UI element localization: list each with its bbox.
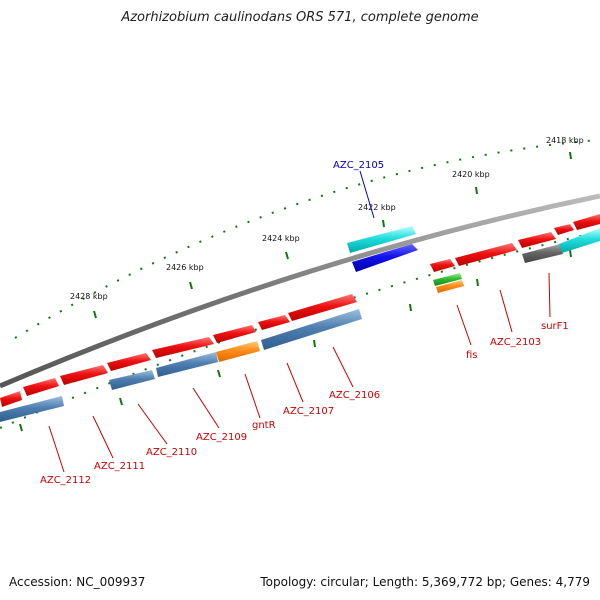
scale-label: 2422 kbp [358,203,396,212]
gene-arrow [559,228,600,253]
gene-arrow [0,391,22,407]
scale-label: 2428 kbp [70,292,108,301]
gene-label: surF1 [541,321,569,332]
scale-label: 2420 kbp [452,170,490,179]
gene-arrow [261,309,362,350]
gene-arrow [522,244,563,263]
accession-label: Accession: NC_009937 [9,575,146,589]
scale-labels: 2418 kbp 2420 kbp 2422 kbp 2424 kbp 2426… [70,136,584,301]
scale-label: 2418 kbp [546,136,584,145]
scale-label: 2424 kbp [262,234,300,243]
gene-label: AZC_2107 [283,406,334,417]
gene-labels-bottom: AZC_2112 AZC_2111 AZC_2110 AZC_2109 gntR… [40,321,569,486]
gene-arrow [152,337,214,358]
outer-major-ticks [93,151,572,319]
map-title: Azorhizobium caulinodans ORS 571, comple… [121,10,479,25]
gene-arrow [60,365,108,385]
gene-label: AZC_2111 [94,461,145,472]
scale-label: 2426 kbp [166,263,204,272]
gene-arrow [455,243,517,266]
gene-label: AZC_2112 [40,475,91,486]
gene-arrow [156,352,218,377]
inner-major-ticks [19,249,572,432]
genome-backbone [0,193,600,389]
gene-arrow [288,294,357,321]
label-connectors [48,272,551,473]
gene-arrow [107,353,151,371]
gene-arrow [518,232,556,248]
gene-label: AZC_2109 [196,432,247,443]
label-connector [359,170,375,219]
forward-genes [0,214,600,407]
gene-arrow [213,325,256,343]
gene-arrow [573,214,600,230]
genome-summary: Topology: circular; Length: 5,369,772 bp… [260,575,590,589]
gene-label: AZC_2105 [333,160,384,171]
gene-arrow [352,244,418,272]
gene-label: gntR [252,420,276,431]
gene-label: fis [466,350,478,361]
inner-tick-arc [0,231,599,429]
gene-arrow [554,224,574,235]
gene-arrow [109,370,155,390]
outer-tick-arc [14,139,599,339]
gene-arrow [23,378,59,396]
gene-label: AZC_2103 [490,337,541,348]
gene-arrow [436,280,464,293]
reverse-genes [0,228,600,422]
gene-arrow [0,396,64,422]
gene-label: AZC_2110 [146,447,197,458]
gene-arrow [347,226,416,253]
gene-arrow [433,273,462,286]
gene-arrow [216,341,260,362]
gene-arrow [430,259,455,272]
gene-label: AZC_2106 [329,390,380,401]
gene-arrow [258,315,290,330]
